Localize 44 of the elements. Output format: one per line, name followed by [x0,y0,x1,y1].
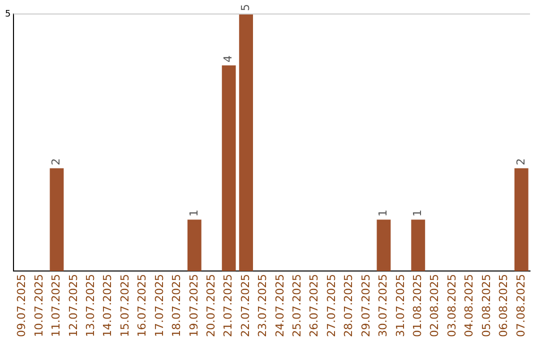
x-tick-label: 06.08.2025 [497,274,510,338]
x-tick-label: 16.07.2025 [136,274,149,338]
bar [50,168,64,272]
x-tick-label: 31.07.2025 [394,274,407,338]
x-tick-label: 04.08.2025 [462,274,476,338]
x-tick-label: 10.07.2025 [32,274,46,338]
x-tick-label: 15.07.2025 [118,274,132,338]
data-label: 1 [411,210,424,217]
x-tick-label: 25.07.2025 [290,274,304,338]
bar [514,168,528,272]
x-tick-label: 22.07.2025 [238,274,252,338]
x-tick-label: 21.07.2025 [222,274,235,338]
x-tick-label: 12.07.2025 [66,274,80,338]
data-label: 1 [187,210,200,217]
x-tick-label: 14.07.2025 [101,274,114,338]
data-label: 2 [514,158,528,166]
x-tick-label: 05.08.2025 [480,274,493,338]
bar [411,220,426,272]
data-label: 1 [376,210,390,217]
x-tick-label: 07.08.2025 [514,274,528,338]
x-tick-label: 28.07.2025 [342,274,356,338]
x-tick-label: 03.08.2025 [445,274,458,338]
x-tick-label: 19.07.2025 [187,274,200,338]
x-tick-label: 23.07.2025 [256,274,270,338]
x-tick-label: 27.07.2025 [324,274,338,338]
bar [187,220,202,272]
x-tick-label: 29.07.2025 [359,274,372,338]
x-tick-label: 20.07.2025 [204,274,218,338]
x-tick-label: 11.07.2025 [50,274,63,338]
bar [376,220,391,272]
x-tick-label: 18.07.2025 [170,274,184,338]
bar [222,65,236,272]
x-tick-label: 17.07.2025 [152,274,166,338]
x-tick-label: 30.07.2025 [376,274,390,338]
x-tick-label: 13.07.2025 [84,274,98,338]
data-label: 4 [222,55,235,62]
x-tick-label: 24.07.2025 [273,274,286,338]
x-tick-label: 02.08.2025 [428,274,442,338]
data-label: 2 [50,158,63,166]
x-tick-label: 09.07.2025 [15,274,28,338]
x-tick-label: 01.08.2025 [411,274,424,338]
x-tick-label: 26.07.2025 [308,274,321,338]
data-label: 5 [238,4,252,11]
bar [239,14,253,272]
